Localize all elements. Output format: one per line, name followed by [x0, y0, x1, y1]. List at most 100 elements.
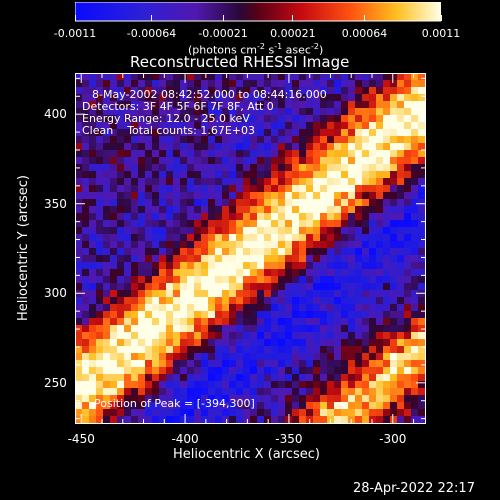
heatmap-cell — [110, 129, 118, 137]
heatmap-cell — [173, 381, 181, 389]
heatmap-cell — [215, 262, 223, 270]
heatmap-cell — [138, 367, 146, 375]
heatmap-cell — [124, 234, 132, 242]
heatmap-cell — [348, 115, 356, 123]
heatmap-cell — [131, 283, 139, 291]
heatmap-cell — [390, 241, 398, 249]
heatmap-cell — [194, 325, 202, 333]
heatmap-cell — [229, 206, 237, 214]
heatmap-cell — [369, 416, 377, 424]
heatmap-cell — [222, 143, 230, 151]
heatmap-cell — [257, 269, 265, 277]
heatmap-cell — [355, 143, 363, 151]
heatmap-cell — [103, 178, 111, 186]
heatmap-cell — [271, 346, 279, 354]
heatmap-cell — [320, 220, 328, 228]
heatmap-cell — [264, 108, 272, 116]
heatmap-cell — [341, 283, 349, 291]
heatmap-cell — [138, 276, 146, 284]
heatmap-cell — [299, 192, 307, 200]
heatmap-cell — [341, 248, 349, 256]
heatmap-cell — [418, 87, 426, 95]
heatmap-cell — [152, 213, 160, 221]
heatmap-cell — [411, 108, 419, 116]
heatmap-cell — [278, 206, 286, 214]
heatmap-cell — [208, 255, 216, 263]
heatmap-cell — [313, 87, 321, 95]
heatmap-cell — [299, 255, 307, 263]
heatmap-cell — [103, 402, 111, 410]
heatmap-cell — [103, 234, 111, 242]
heatmap-cell — [208, 164, 216, 172]
heatmap-cell — [285, 311, 293, 319]
heatmap-cell — [390, 157, 398, 165]
heatmap-cell — [264, 136, 272, 144]
heatmap-cell — [348, 220, 356, 228]
heatmap-cell — [341, 73, 349, 81]
heatmap-cell — [369, 213, 377, 221]
heatmap-cell — [306, 213, 314, 221]
heatmap-cell — [208, 185, 216, 193]
heatmap-cell — [208, 262, 216, 270]
heatmap-cell — [187, 318, 195, 326]
heatmap-cell — [82, 255, 90, 263]
heatmap-cell — [75, 87, 83, 95]
heatmap-cell — [327, 206, 335, 214]
heatmap-cell — [138, 255, 146, 263]
heatmap-cell — [404, 94, 412, 102]
heatmap-cell — [243, 416, 251, 424]
heatmap-cell — [89, 136, 97, 144]
heatmap-cell — [355, 325, 363, 333]
heatmap-cell — [82, 192, 90, 200]
heatmap-cell — [404, 269, 412, 277]
heatmap-cell — [166, 87, 174, 95]
heatmap-cell — [201, 339, 209, 347]
heatmap-cell — [404, 73, 412, 81]
heatmap-cell — [355, 374, 363, 382]
heatmap-cell — [75, 199, 83, 207]
heatmap-cell — [201, 325, 209, 333]
heatmap-cell — [327, 339, 335, 347]
heatmap-cell — [138, 269, 146, 277]
heatmap-cell — [152, 416, 160, 424]
heatmap-cell — [362, 297, 370, 305]
heatmap-cell — [306, 248, 314, 256]
heatmap-cell — [173, 332, 181, 340]
heatmap-cell — [327, 374, 335, 382]
heatmap-cell — [229, 367, 237, 375]
heatmap-cell — [131, 87, 139, 95]
heatmap-cell — [124, 318, 132, 326]
heatmap-cell — [348, 87, 356, 95]
heatmap-cell — [166, 388, 174, 396]
heatmap-cell — [397, 108, 405, 116]
heatmap-cell — [124, 206, 132, 214]
heatmap-cell — [110, 353, 118, 361]
heatmap-cell — [299, 276, 307, 284]
heatmap-cell — [159, 353, 167, 361]
heatmap-cell — [404, 381, 412, 389]
heatmap-cell — [89, 360, 97, 368]
heatmap-cell — [201, 199, 209, 207]
heatmap-cell — [145, 157, 153, 165]
heatmap-cell — [285, 395, 293, 403]
heatmap-cell — [313, 220, 321, 228]
heatmap-cell — [82, 157, 90, 165]
heatmap-cell — [257, 234, 265, 242]
heatmap-cell — [383, 164, 391, 172]
heatmap-cell — [376, 304, 384, 312]
heatmap-cell — [341, 409, 349, 417]
heatmap-cell — [390, 262, 398, 270]
heatmap-cell — [411, 283, 419, 291]
heatmap-cell — [292, 143, 300, 151]
heatmap-cell — [89, 73, 97, 81]
heatmap-cell — [82, 150, 90, 158]
heatmap-cell — [89, 129, 97, 137]
heatmap-cell — [110, 227, 118, 235]
heatmap-cell — [75, 381, 83, 389]
heatmap-cell — [89, 164, 97, 172]
heatmap-cell — [320, 248, 328, 256]
heatmap-cell — [89, 171, 97, 179]
heatmap-cell — [264, 185, 272, 193]
heatmap-cell — [404, 332, 412, 340]
heatmap-cell — [327, 332, 335, 340]
